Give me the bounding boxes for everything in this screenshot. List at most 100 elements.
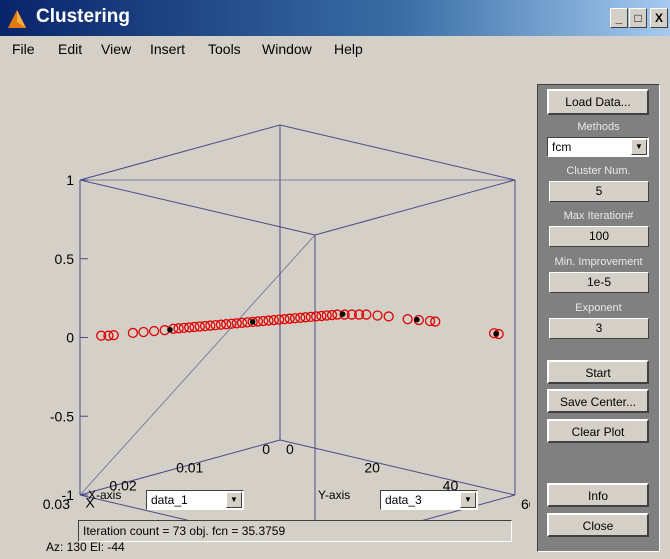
- chevron-down-icon[interactable]: ▼: [226, 492, 242, 508]
- data-points: [96, 309, 504, 341]
- x-tick-label: 0: [262, 441, 270, 457]
- data-point: [127, 327, 139, 339]
- box-edge: [79, 179, 316, 236]
- cluster-center: [339, 311, 346, 317]
- z-tick-label: -1: [62, 487, 75, 503]
- data-point: [221, 319, 232, 330]
- axes-box: [79, 124, 516, 538]
- z-tick-label: 1: [66, 172, 74, 188]
- data-point: [189, 321, 200, 333]
- data-point: [210, 319, 221, 331]
- data-point: [199, 320, 211, 332]
- y-axis-value: data_3: [385, 493, 422, 507]
- data-point: [205, 320, 216, 331]
- exponent-field[interactable]: 3: [549, 318, 649, 339]
- data-point: [353, 309, 365, 320]
- data-point: [184, 322, 195, 333]
- menu-insert[interactable]: Insert: [150, 41, 186, 57]
- data-point: [284, 313, 295, 324]
- z-tick-label: 0: [66, 330, 74, 346]
- box-edge: [314, 179, 516, 236]
- box-edge: [79, 439, 281, 496]
- cluster-center: [493, 330, 499, 337]
- axis-ticks: 10.50-0.5-10.030.020.0100204060XY: [43, 172, 530, 512]
- data-point: [316, 310, 327, 322]
- methods-label: Methods: [577, 121, 620, 133]
- data-point: [295, 312, 306, 323]
- x-axis-value: data_1: [151, 493, 188, 507]
- x-tick-label: 0.02: [109, 478, 136, 494]
- close-button[interactable]: Close: [547, 513, 649, 537]
- box-edge: [279, 439, 516, 496]
- cluster-num-label: Cluster Num.: [566, 165, 631, 177]
- data-point: [148, 325, 160, 337]
- menu-window[interactable]: Window: [262, 41, 312, 57]
- cluster-center: [414, 316, 420, 323]
- box-grid-line: [79, 234, 316, 496]
- data-point: [103, 330, 114, 341]
- x-axis-title: X: [85, 495, 95, 511]
- y-tick-label: 40: [443, 478, 459, 494]
- data-point: [268, 314, 279, 326]
- chevron-down-icon[interactable]: ▼: [631, 139, 647, 155]
- min-improvement-field[interactable]: 1e-5: [549, 272, 649, 293]
- cluster-3d-plot[interactable]: 10.50-0.5-10.030.020.0100204060XY: [0, 62, 530, 538]
- control-panel: Load Data... Methods fcm ▼ Cluster Num. …: [537, 84, 660, 552]
- start-button[interactable]: Start: [547, 360, 649, 384]
- data-point: [402, 314, 413, 325]
- status-bar: Iteration count = 73 obj. fcn = 35.3759: [78, 520, 512, 542]
- menu-file[interactable]: File: [12, 41, 35, 57]
- title-bar: Clustering _ □ X: [0, 0, 670, 36]
- menu-tools[interactable]: Tools: [208, 41, 241, 57]
- data-point: [383, 311, 394, 322]
- data-point: [96, 330, 107, 341]
- matlab-figure-icon: [8, 10, 26, 28]
- data-point: [321, 310, 332, 321]
- data-point: [263, 315, 274, 326]
- y-axis-select[interactable]: data_3 ▼: [380, 490, 478, 510]
- data-point: [194, 321, 205, 332]
- close-window-button[interactable]: X: [650, 8, 668, 28]
- load-data-button[interactable]: Load Data...: [547, 89, 649, 115]
- info-button[interactable]: Info: [547, 483, 649, 507]
- cluster-center: [249, 319, 256, 325]
- max-iteration-field[interactable]: 100: [549, 226, 649, 247]
- data-point: [300, 312, 311, 323]
- x-axis-label: X-axis: [88, 488, 122, 502]
- y-tick-label: 20: [364, 459, 380, 475]
- minimize-button[interactable]: _: [610, 8, 628, 28]
- clear-plot-button[interactable]: Clear Plot: [547, 419, 649, 443]
- save-center-button[interactable]: Save Center...: [547, 389, 649, 413]
- data-point: [273, 314, 285, 325]
- methods-select[interactable]: fcm ▼: [547, 137, 649, 157]
- data-point: [108, 330, 119, 341]
- data-point: [138, 326, 149, 338]
- data-point: [372, 310, 383, 321]
- menu-view[interactable]: View: [101, 41, 132, 57]
- cluster-center: [167, 326, 173, 333]
- data-point: [326, 309, 338, 321]
- z-tick-label: 0.5: [55, 251, 75, 267]
- z-tick-label: -0.5: [50, 408, 74, 424]
- cluster-centers: [167, 311, 499, 337]
- y-tick-label: 60: [521, 496, 530, 512]
- y-tick-label: 0: [286, 441, 294, 457]
- box-edge: [79, 124, 281, 181]
- x-tick-label: 0.01: [176, 459, 203, 475]
- max-iteration-label: Max Iteration#: [563, 210, 634, 222]
- data-point: [236, 317, 248, 328]
- x-axis-select[interactable]: data_1 ▼: [146, 490, 244, 510]
- menu-help[interactable]: Help: [334, 41, 363, 57]
- data-point: [231, 318, 242, 329]
- view-angle-readout: Az: 130 El: -44: [46, 540, 125, 554]
- data-point: [430, 316, 441, 327]
- data-point: [305, 311, 317, 323]
- data-point: [346, 309, 357, 320]
- menu-edit[interactable]: Edit: [58, 41, 83, 57]
- x-tick-label: 0.03: [43, 496, 70, 512]
- maximize-button[interactable]: □: [629, 8, 647, 28]
- chevron-down-icon[interactable]: ▼: [460, 492, 476, 508]
- cluster-num-field[interactable]: 5: [549, 181, 649, 202]
- data-point: [215, 319, 227, 330]
- data-point: [424, 315, 436, 327]
